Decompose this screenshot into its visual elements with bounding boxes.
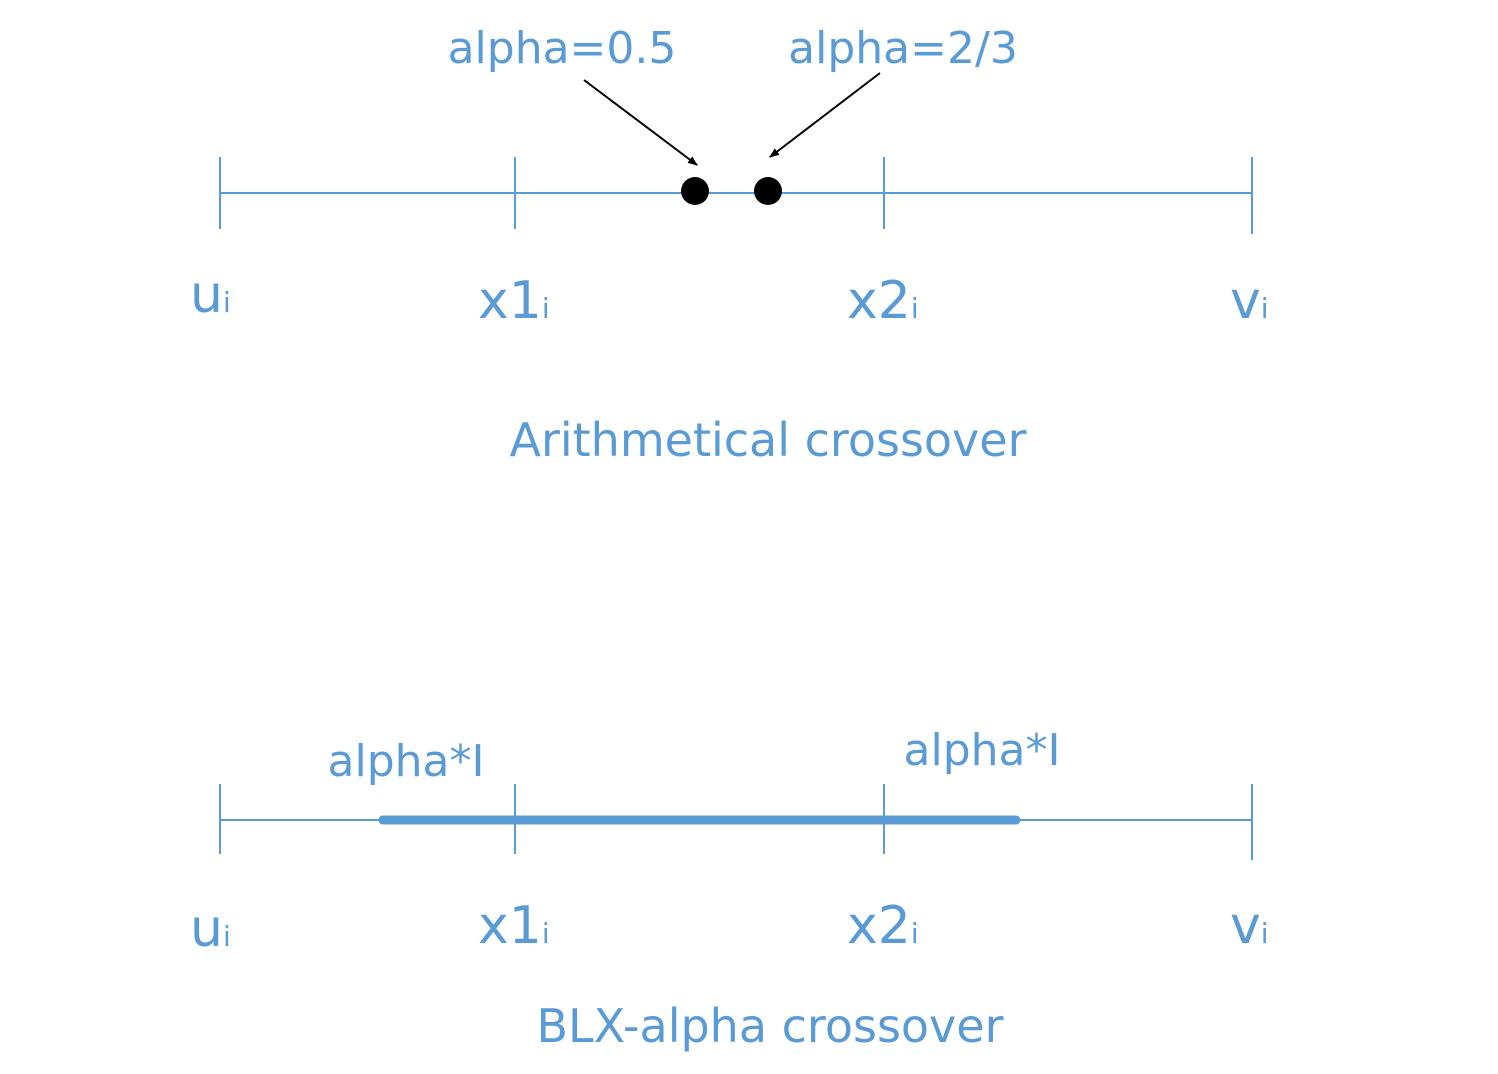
- bottom-label-x1i: x1i: [478, 896, 550, 956]
- bottom-label-vi: vi: [1230, 896, 1269, 956]
- annotation-alpha-i-right: alpha*I: [904, 725, 1061, 776]
- annotation-alpha-i-left: alpha*I: [328, 736, 485, 787]
- top-label-ui: ui: [190, 265, 231, 325]
- arrow-alpha-two-thirds: [769, 72, 881, 158]
- annotation-alpha-half: alpha=0.5: [448, 23, 677, 74]
- offspring-point-alpha-two-thirds: [754, 177, 782, 205]
- bottom-label-x2i: x2i: [847, 896, 919, 956]
- top-label-vi: vi: [1230, 271, 1269, 331]
- arithmetical-panel: alpha=0.5 alpha=2/3 ui x1i x2i vi Arithm…: [190, 23, 1269, 467]
- blx-alpha-title: BLX-alpha crossover: [537, 999, 1004, 1053]
- top-label-x1i: x1i: [478, 271, 550, 331]
- top-label-x2i: x2i: [847, 271, 919, 331]
- arithmetical-title: Arithmetical crossover: [509, 413, 1026, 467]
- arrow-alpha-half: [583, 79, 698, 166]
- offspring-point-alpha-half: [681, 177, 709, 205]
- bottom-label-ui: ui: [190, 899, 231, 959]
- blx-alpha-panel: alpha*I alpha*I ui x1i x2i vi BLX-alpha …: [190, 725, 1269, 1053]
- annotation-alpha-two-thirds: alpha=2/3: [788, 23, 1018, 74]
